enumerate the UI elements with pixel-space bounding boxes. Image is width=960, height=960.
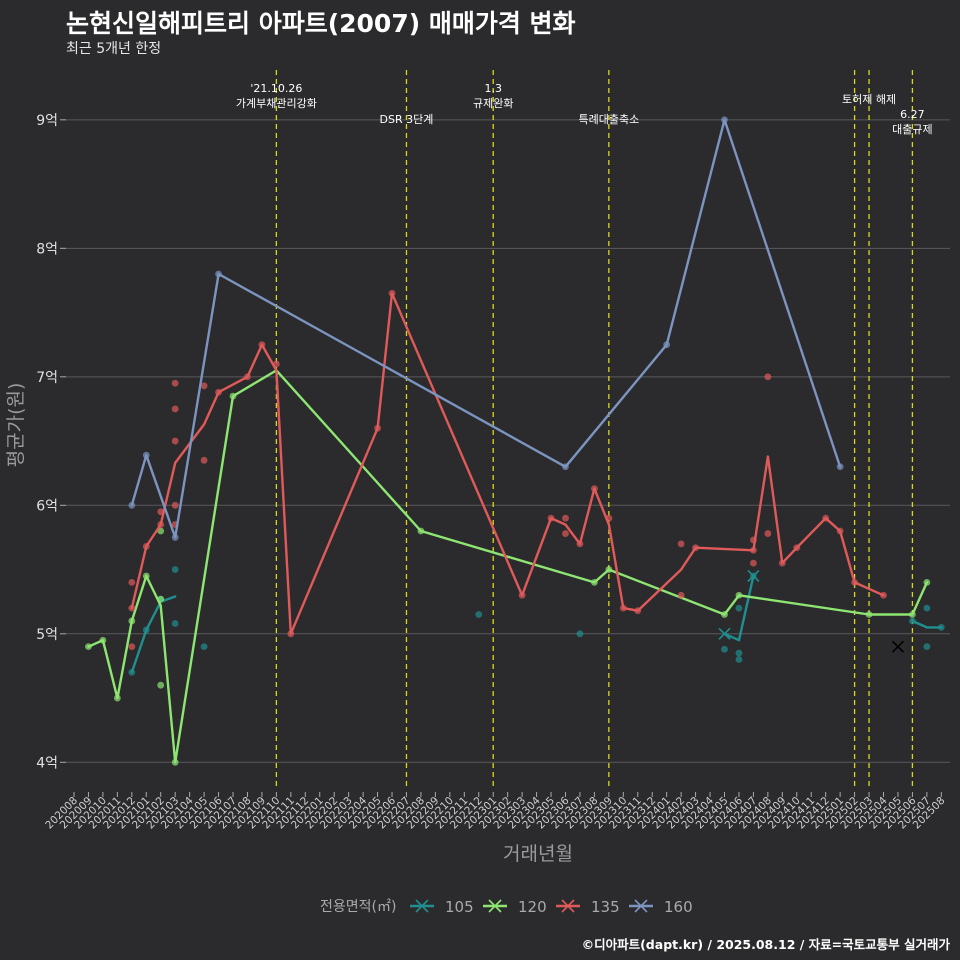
data-point <box>721 645 728 653</box>
data-point <box>171 405 179 413</box>
legend-cross <box>415 899 429 913</box>
legend-cross <box>561 899 575 913</box>
data-point <box>735 604 743 612</box>
legend-label: 120 <box>518 898 547 916</box>
data-point <box>677 540 685 548</box>
data-point <box>764 530 772 537</box>
data-point <box>735 649 743 657</box>
legend-label: 160 <box>664 898 693 916</box>
legend-label: 105 <box>445 898 474 916</box>
legend: 전용면적(㎡) 105 120 135 160 <box>320 898 693 916</box>
series-line <box>130 595 177 674</box>
y-tick-label: 5억 <box>36 627 58 643</box>
source-credit: ©디아파트(dapt.kr) / 2025.08.12 / 자료=국토교통부 실… <box>581 937 950 952</box>
event-label: DSR 3단계 <box>380 113 434 126</box>
data-point <box>128 579 136 586</box>
event-label: 대출규제 <box>892 123 932 136</box>
data-point <box>677 591 685 599</box>
grid <box>66 119 950 763</box>
chart-subtitle: 최근 5개년 한정 <box>66 41 162 57</box>
cross-marker <box>718 627 731 640</box>
event-label: 가계부채관리강화 <box>236 97 317 110</box>
series-line <box>130 118 842 539</box>
data-point <box>171 501 179 509</box>
series-105 <box>128 566 945 676</box>
data-point <box>923 643 931 651</box>
series-line <box>130 292 885 635</box>
chart-title: 논현신일해피트리 아파트(2007) 매매가격 변화 <box>66 9 576 38</box>
y-tick-label: 8억 <box>36 241 58 257</box>
legend-cross <box>488 899 502 913</box>
data-point <box>576 630 584 638</box>
series-135 <box>128 289 887 651</box>
legend-item-160: 160 <box>629 898 693 916</box>
event-label: 1.3 <box>484 82 502 95</box>
series-120 <box>85 369 931 766</box>
data-point <box>171 566 179 573</box>
data-point <box>200 382 208 390</box>
data-point <box>750 559 757 567</box>
data-point <box>923 604 931 612</box>
y-tick-label: 9억 <box>36 113 58 129</box>
data-point <box>157 681 165 689</box>
data-point <box>171 437 179 445</box>
legend-label: 135 <box>591 898 620 916</box>
cross-marker <box>891 640 905 653</box>
data-point <box>764 373 772 381</box>
legend-item-135: 135 <box>556 898 620 916</box>
event-label: 토허제 해제 <box>842 92 896 106</box>
data-point <box>171 620 179 627</box>
series <box>85 116 945 766</box>
y-axis-title: 평균가(원) <box>5 383 27 468</box>
x-axis-title: 거래년월 <box>503 843 573 865</box>
data-point <box>475 611 483 618</box>
event-label: 규제완화 <box>473 97 513 110</box>
data-point <box>562 530 569 537</box>
y-tick-label: 7억 <box>36 370 58 386</box>
legend-title: 전용면적(㎡) <box>320 899 396 915</box>
data-point <box>171 379 179 387</box>
event-label: 6.27 <box>900 108 925 121</box>
data-point <box>200 456 208 464</box>
event-label: 특례대출축소 <box>578 113 639 126</box>
data-point <box>200 643 208 651</box>
series-160 <box>128 116 844 541</box>
series-line <box>911 619 943 629</box>
legend-cross <box>634 899 648 913</box>
data-point <box>157 527 165 535</box>
data-point <box>562 514 569 522</box>
legend-item-120: 120 <box>483 898 547 916</box>
data-point <box>128 643 136 651</box>
y-tick-label: 4억 <box>36 755 58 771</box>
cross-marker <box>747 569 760 583</box>
legend-item-105: 105 <box>410 898 474 916</box>
series-line <box>87 369 929 764</box>
y-tick-label: 6억 <box>36 498 58 514</box>
data-point <box>735 656 743 663</box>
event-label: '21.10.26 <box>250 82 302 95</box>
